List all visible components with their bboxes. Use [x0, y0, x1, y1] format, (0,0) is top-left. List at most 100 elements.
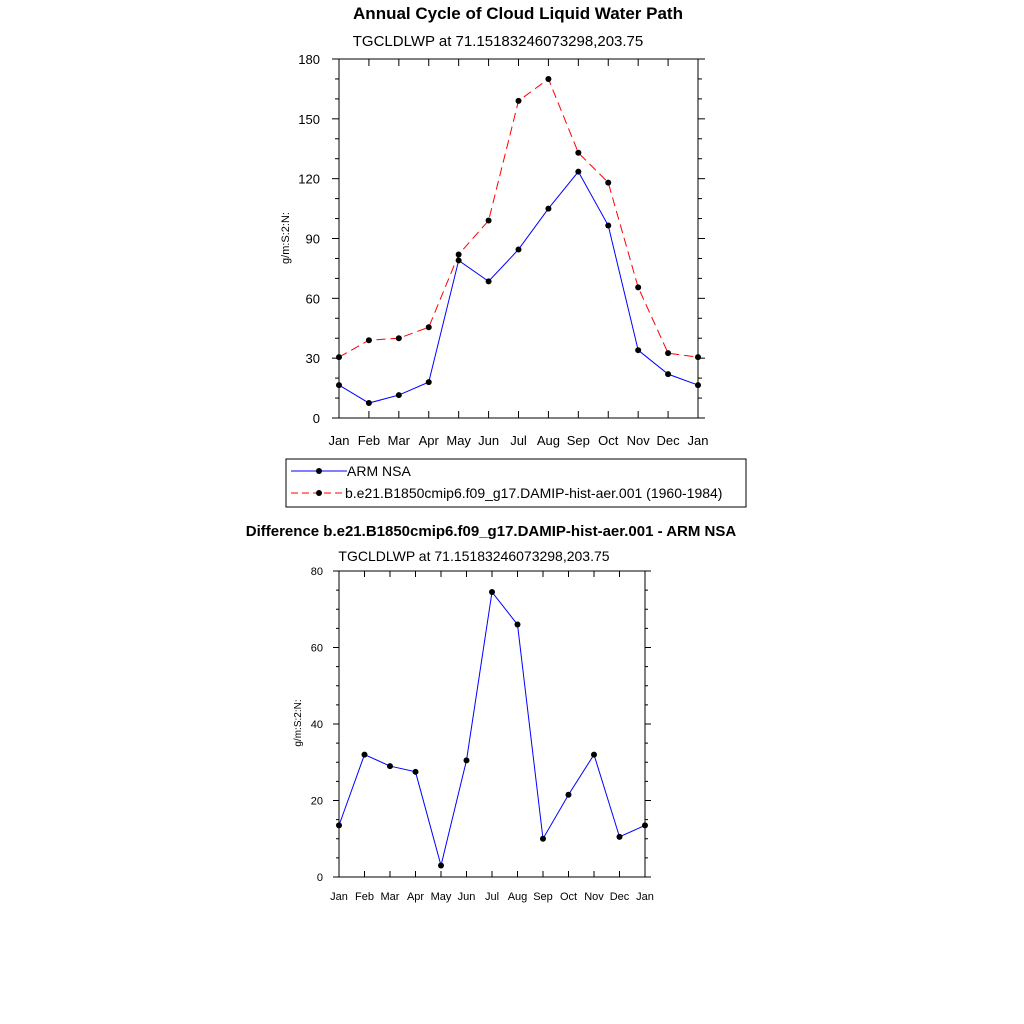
data-point-0-0 — [336, 382, 342, 389]
x-tick-label: Nov — [584, 891, 604, 903]
series-lines — [338, 590, 646, 866]
y-tick-labels: 0 20 40 60 80 — [311, 566, 323, 884]
data-point-0-7 — [514, 621, 521, 628]
chart-subtitle: TGCLDLWP at 71.15183246073298,203.75 — [338, 548, 609, 564]
data-point-1-3 — [425, 324, 432, 331]
data-point-0-11 — [665, 371, 672, 378]
axis-ticks — [332, 58, 705, 419]
series-markers — [336, 589, 648, 869]
data-point-0-7 — [545, 205, 552, 212]
data-point-0-4 — [455, 257, 462, 264]
data-point-0-9 — [565, 791, 572, 798]
data-point-0-0 — [336, 822, 342, 829]
data-point-0-8 — [540, 835, 546, 842]
data-point-0-11 — [616, 833, 623, 840]
x-tick-label: Aug — [537, 433, 560, 448]
series-line-1 — [338, 78, 699, 358]
x-tick-labels: Jan Feb Mar Apr May Jun Jul Aug Sep Oct Nov Dec Jan — [329, 433, 709, 448]
y-tick-label: 60 — [311, 643, 323, 655]
legend-label-arm-nsa: ARM NSA — [347, 463, 411, 479]
data-point-1-7 — [545, 75, 552, 82]
data-point-0-5 — [463, 757, 470, 764]
data-point-0-10 — [591, 751, 597, 758]
x-tick-label: Jun — [458, 891, 476, 903]
legend-item-model: b.e21.B1850cmip6.f09_g17.DAMIP-hist-aer.… — [291, 485, 722, 501]
x-tick-label: Aug — [508, 891, 528, 903]
data-point-1-10 — [635, 284, 642, 291]
x-tick-label: Jul — [485, 891, 499, 903]
x-tick-label: Mar — [388, 433, 411, 448]
chart-title: Annual Cycle of Cloud Liquid Water Path — [353, 4, 683, 23]
x-tick-label: Apr — [419, 433, 440, 448]
data-point-1-12 — [695, 354, 701, 361]
data-point-1-11 — [665, 350, 672, 357]
x-tick-label: Feb — [358, 433, 380, 448]
data-point-0-3 — [412, 768, 419, 775]
chart-title: Difference b.e21.B1850cmip6.f09_g17.DAMI… — [246, 523, 737, 540]
legend-box — [285, 458, 747, 508]
plot-frame — [338, 58, 699, 419]
series-markers — [336, 75, 701, 407]
x-tick-label: Mar — [381, 891, 400, 903]
chart-subtitle: TGCLDLWP at 71.15183246073298,203.75 — [353, 33, 644, 50]
data-point-0-2 — [387, 763, 393, 770]
axis-ticks — [333, 570, 651, 878]
data-point-0-8 — [575, 168, 582, 175]
x-tick-label: May — [446, 433, 471, 448]
y-tick-label: 40 — [311, 719, 323, 731]
data-point-0-2 — [395, 392, 402, 399]
data-point-1-0 — [336, 354, 342, 361]
series-line-0 — [338, 590, 646, 866]
data-point-0-1 — [365, 400, 372, 407]
data-point-0-6 — [515, 246, 522, 253]
y-tick-label: 60 — [306, 291, 320, 306]
legend: ARM NSA b.e21.B1850cmip6.f09_g17.DAMIP-h… — [285, 458, 747, 508]
x-tick-label: Dec — [610, 891, 630, 903]
data-point-1-9 — [605, 179, 612, 186]
x-tick-label: Feb — [355, 891, 374, 903]
y-axis-label: g/m:S:2:N: — [293, 699, 304, 746]
x-tick-label: Oct — [560, 891, 577, 903]
data-point-1-4 — [455, 251, 462, 258]
y-tick-label: 150 — [298, 112, 320, 127]
x-tick-label: Dec — [657, 433, 681, 448]
series-lines — [338, 78, 699, 404]
x-tick-label: May — [431, 891, 452, 903]
x-tick-label: Jan — [330, 891, 348, 903]
y-axis-label: g/m:S:2:N: — [280, 212, 292, 264]
y-tick-label: 80 — [311, 566, 323, 578]
data-point-0-12 — [695, 382, 701, 389]
annual-cycle-chart: Annual Cycle of Cloud Liquid Water Path … — [280, 4, 708, 448]
legend-label-model: b.e21.B1850cmip6.f09_g17.DAMIP-hist-aer.… — [345, 485, 722, 501]
plot-frame — [338, 570, 646, 878]
data-point-0-12 — [642, 822, 648, 829]
x-tick-label: Jan — [636, 891, 654, 903]
difference-chart: Difference b.e21.B1850cmip6.f09_g17.DAMI… — [246, 523, 737, 903]
x-tick-labels: Jan Feb Mar Apr May Jun Jul Aug Sep Oct Nov Dec Jan — [330, 891, 654, 903]
data-point-0-5 — [485, 278, 492, 285]
y-tick-labels: 0 30 60 90 120 150 180 — [298, 52, 320, 426]
y-tick-label: 20 — [311, 796, 323, 808]
x-tick-label: Nov — [627, 433, 651, 448]
legend-marker-arm-nsa — [316, 468, 322, 474]
x-tick-label: Jan — [688, 433, 709, 448]
data-point-0-9 — [605, 222, 612, 229]
data-point-0-10 — [635, 347, 642, 354]
data-point-0-4 — [438, 862, 444, 869]
y-tick-label: 0 — [317, 872, 323, 884]
data-point-1-8 — [575, 149, 582, 156]
y-tick-label: 30 — [306, 351, 320, 366]
x-tick-label: Oct — [598, 433, 619, 448]
legend-item-arm-nsa: ARM NSA — [291, 463, 411, 479]
data-point-1-6 — [515, 97, 522, 104]
y-tick-label: 180 — [298, 52, 320, 67]
y-tick-label: 120 — [298, 172, 320, 187]
data-point-0-6 — [489, 589, 495, 596]
series-line-0 — [338, 170, 699, 404]
x-tick-label: Jun — [478, 433, 499, 448]
data-point-0-3 — [425, 379, 432, 386]
data-point-0-1 — [361, 751, 368, 758]
data-point-1-5 — [485, 217, 492, 224]
x-tick-label: Jan — [329, 433, 350, 448]
